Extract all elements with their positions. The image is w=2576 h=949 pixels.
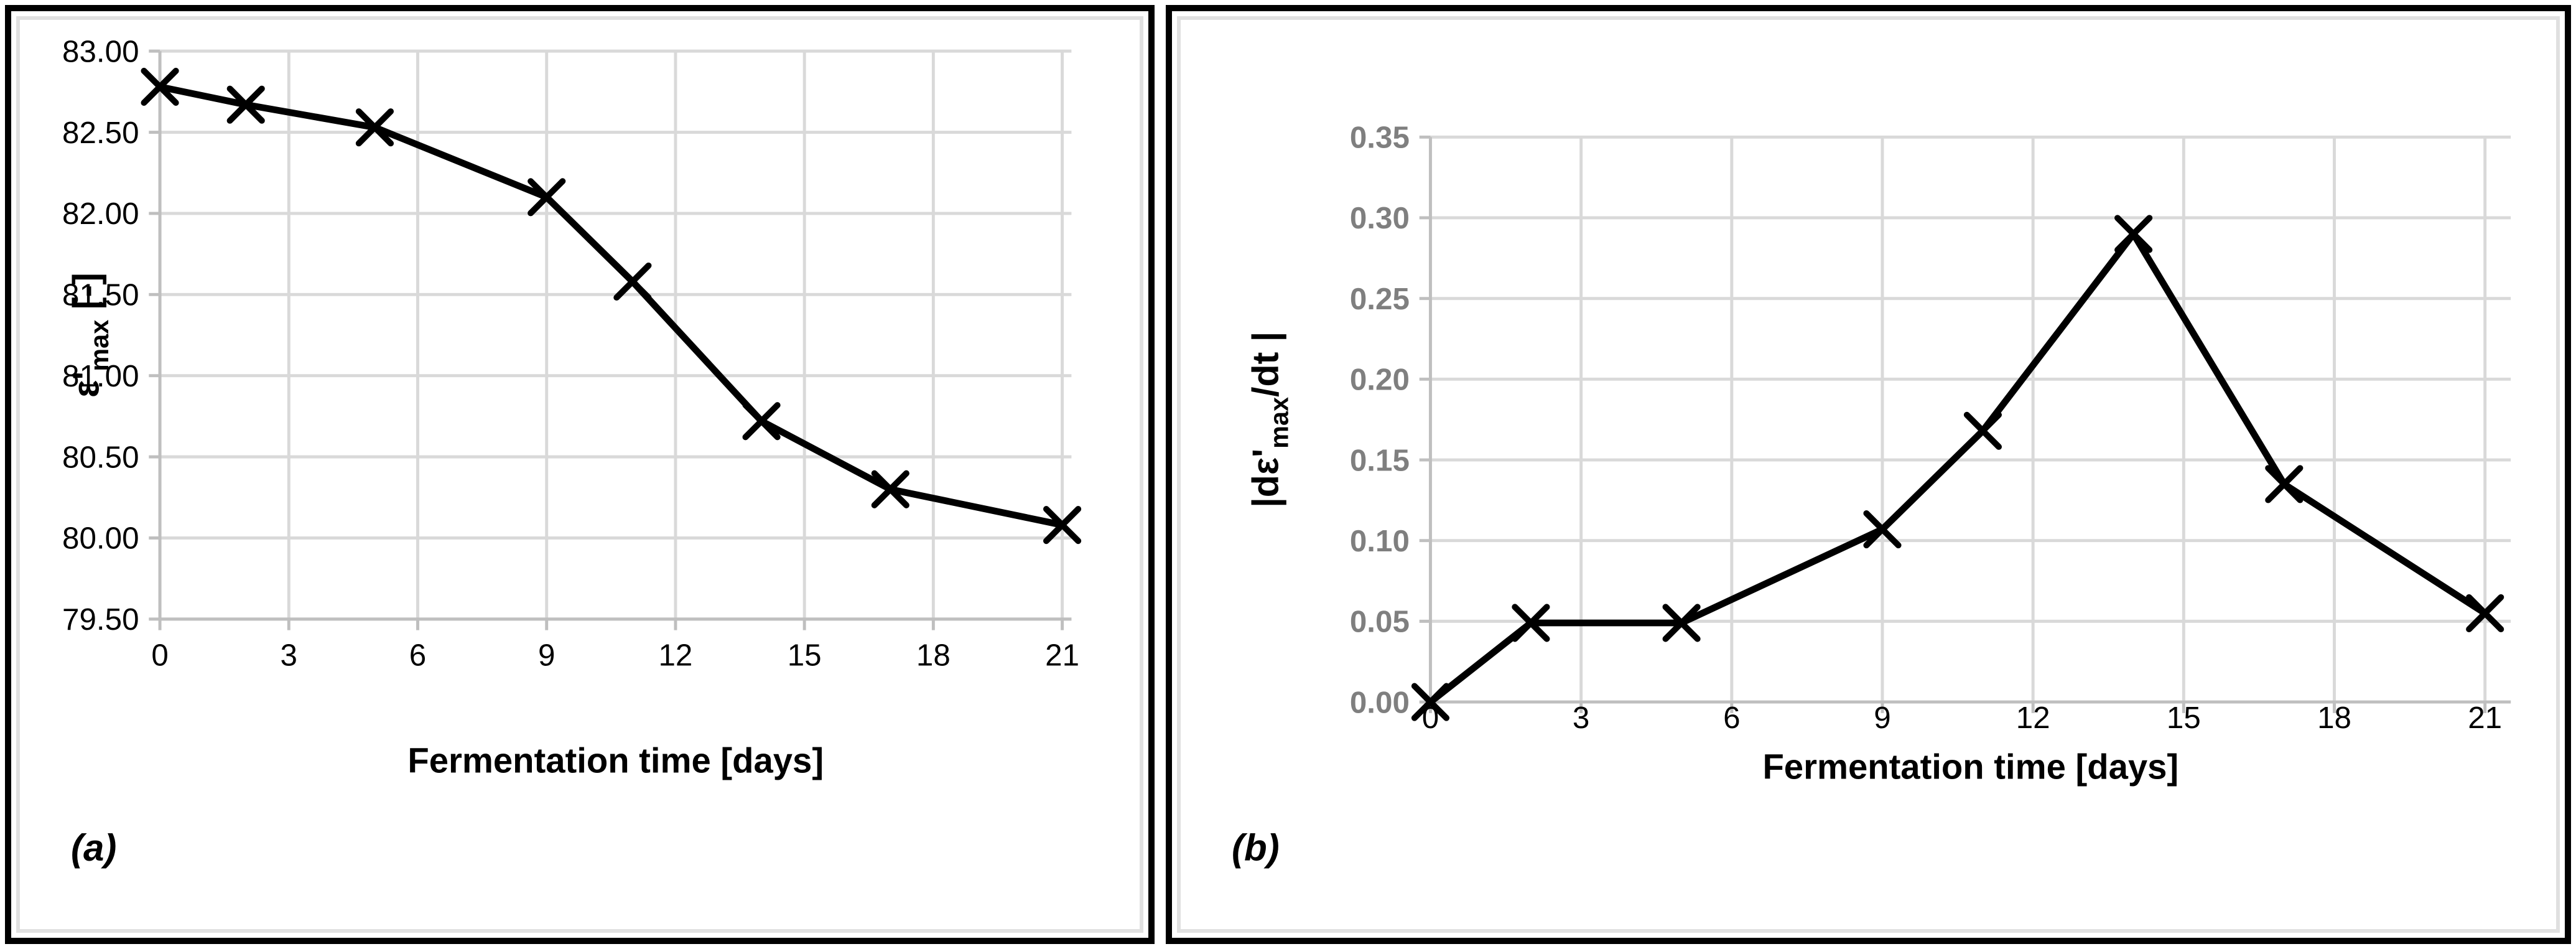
- y-tick-label: 81.50: [62, 278, 139, 312]
- x-tick-label: 21: [1045, 638, 1079, 672]
- y-tick-label: 0.25: [1350, 282, 1410, 316]
- x-tick-label: 3: [281, 638, 297, 672]
- data-point-marker: [2114, 215, 2153, 253]
- data-point-marker: [528, 178, 566, 217]
- series-line: [159, 83, 1063, 528]
- y-tick-label: 81.00: [62, 359, 139, 393]
- data-point-marker: [355, 108, 394, 147]
- y-tick-label: 0.15: [1350, 443, 1410, 477]
- x-tick-label: 18: [2317, 701, 2351, 735]
- data-point-marker: [1662, 604, 1701, 642]
- y-tick-label: 0.30: [1350, 201, 1410, 235]
- y-tick-label: 0.20: [1350, 363, 1410, 397]
- y-tick-label: 82.50: [62, 116, 139, 150]
- y-tick-label: 83.00: [62, 34, 139, 68]
- data-point-marker: [1411, 683, 1450, 721]
- x-tick-label: 15: [2167, 701, 2201, 735]
- data-point-marker: [1863, 510, 1902, 549]
- series-line: [1428, 230, 2487, 705]
- data-point-marker: [1963, 411, 2002, 450]
- data-point-marker: [871, 470, 909, 508]
- y-axis-title: ε'max [-]: [65, 273, 114, 398]
- x-tick-label: 6: [409, 638, 426, 672]
- y-tick-label: 0.10: [1350, 524, 1410, 558]
- y-tick-label: 82.00: [62, 197, 139, 231]
- chart-panel-a: 83.00 82.50 82.00 81.50 81.00 80.50 80.00 79.50…: [5, 5, 1155, 944]
- x-tick-label: 9: [538, 638, 555, 672]
- y-axis-title: |dε'max/dt |: [1245, 332, 1294, 508]
- y-tick-label: 0.05: [1350, 605, 1410, 639]
- x-tick-label: 21: [2468, 701, 2502, 735]
- data-point-marker: [226, 85, 265, 124]
- panel-a-corner-label: (a): [71, 827, 117, 869]
- x-tick-label: 6: [1723, 701, 1740, 735]
- data-point-marker: [1043, 506, 1082, 545]
- data-point-marker: [2265, 465, 2304, 503]
- x-tick-label: 0: [151, 638, 168, 672]
- y-tick-label: 80.50: [62, 440, 139, 474]
- y-tick-label: 0.00: [1350, 685, 1410, 719]
- chart-b-canvas: 0.350.300.250.200.150.100.050.00 0 3 6 9 12 15…: [1245, 121, 2511, 786]
- x-tick-label: 12: [2016, 701, 2050, 735]
- x-tick-label: 9: [1874, 701, 1890, 735]
- x-tick-label: 15: [788, 638, 822, 672]
- y-tick-label: 80.00: [62, 521, 139, 556]
- x-tick-label: 18: [916, 638, 951, 672]
- data-point-marker: [2466, 594, 2504, 633]
- data-point-marker: [141, 67, 179, 106]
- data-point-marker: [1512, 604, 1550, 642]
- data-point-marker: [742, 402, 781, 441]
- x-axis-title: Fermentation time [days]: [1762, 747, 2178, 786]
- data-point-marker: [613, 262, 652, 301]
- chart-a-canvas: 83.00 82.50 82.00 81.50 81.00 80.50 80.00 79.50…: [62, 34, 1082, 780]
- chart-panel-b: 0.35 0.30 0.25 0.20 0.15 0.10 0.05 0.00 0 3 6 9 12 15…: [1166, 5, 2571, 944]
- x-axis-title: Fermentation time [days]: [407, 741, 824, 780]
- panel-b-corner-label: (b): [1232, 827, 1280, 869]
- y-tick-label: 79.50: [62, 602, 139, 637]
- y-tick-label: 0.35: [1350, 121, 1410, 155]
- x-tick-label: 12: [658, 638, 692, 672]
- x-tick-label: 3: [1573, 701, 1589, 735]
